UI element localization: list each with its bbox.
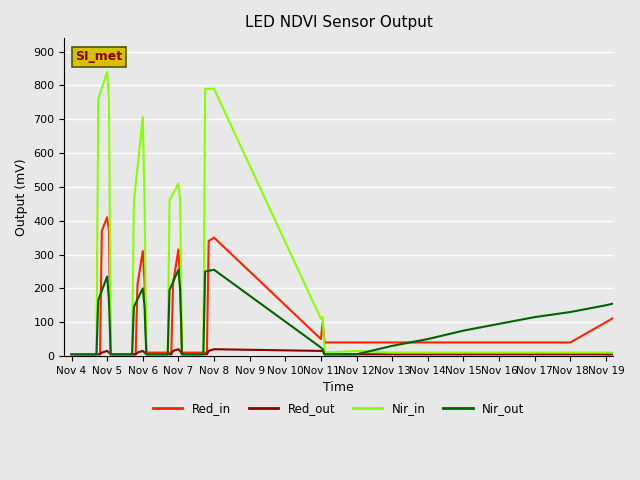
- Title: LED NDVI Sensor Output: LED NDVI Sensor Output: [244, 15, 433, 30]
- Text: SI_met: SI_met: [76, 50, 122, 63]
- X-axis label: Time: Time: [323, 381, 354, 394]
- Y-axis label: Output (mV): Output (mV): [15, 158, 28, 236]
- Legend: Red_in, Red_out, Nir_in, Nir_out: Red_in, Red_out, Nir_in, Nir_out: [148, 397, 529, 420]
